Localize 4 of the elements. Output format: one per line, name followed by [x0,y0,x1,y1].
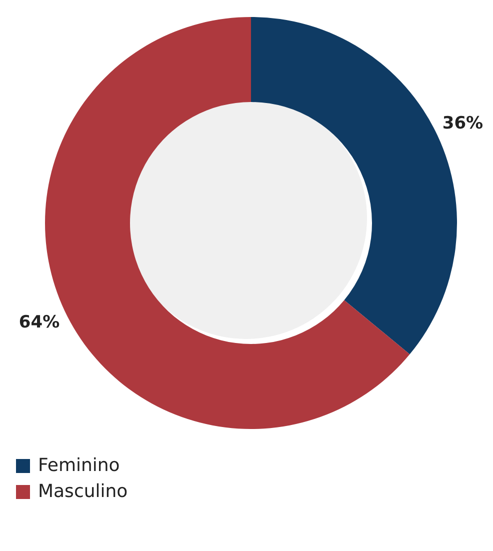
legend-label: Masculino [38,480,128,504]
data-label: 64% [18,312,60,333]
data-label: 36% [442,113,484,134]
legend-label: Feminino [38,454,120,478]
